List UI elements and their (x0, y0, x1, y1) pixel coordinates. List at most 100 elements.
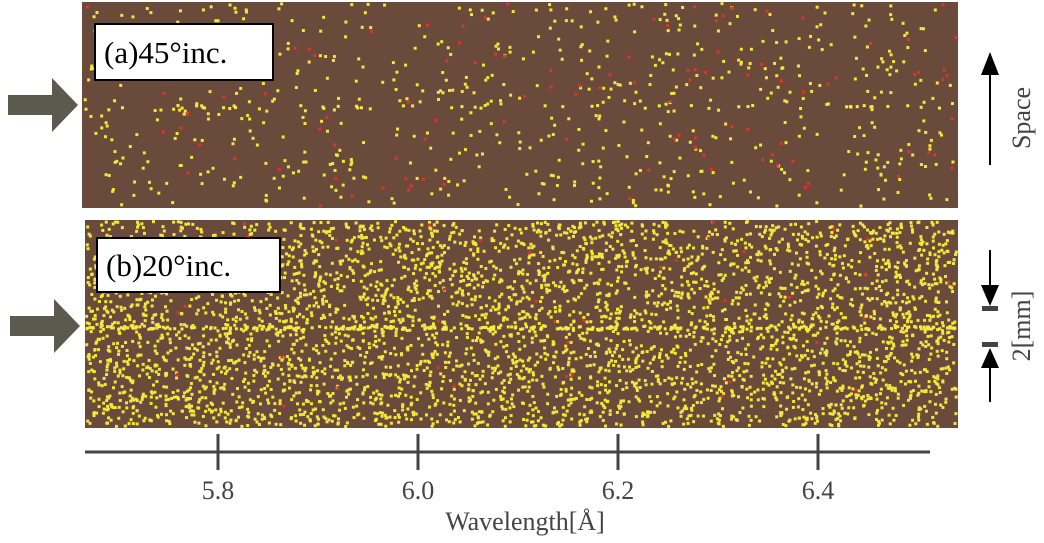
speckle (834, 234, 838, 238)
speckle (605, 54, 609, 58)
speckle (380, 357, 384, 361)
speckle (936, 377, 940, 381)
speckle (856, 352, 860, 356)
speckle (478, 129, 482, 133)
speckle (299, 380, 303, 384)
speckle (476, 361, 480, 365)
speckle (93, 348, 97, 352)
speckle (602, 314, 606, 318)
speckle (160, 333, 164, 337)
speckle (791, 291, 795, 295)
speckle (604, 368, 608, 372)
speckle (481, 374, 485, 378)
speckle (115, 364, 119, 368)
speckle (111, 189, 115, 193)
speckle (103, 307, 107, 311)
speckle (443, 327, 447, 331)
speckle (464, 352, 468, 356)
speckle (495, 223, 499, 227)
speckle (672, 109, 676, 113)
speckle (614, 256, 618, 260)
speckle (110, 403, 114, 407)
speckle (732, 361, 736, 365)
speckle (406, 380, 410, 384)
speckle (337, 96, 341, 100)
speckle (374, 375, 378, 379)
speckle (179, 225, 183, 229)
speckle (721, 334, 725, 338)
speckle (596, 104, 600, 108)
speckle (635, 356, 639, 360)
speckle (490, 73, 494, 77)
speckle (105, 373, 109, 377)
speckle (515, 300, 519, 304)
speckle (696, 414, 700, 418)
speckle (937, 230, 941, 234)
speckle (765, 275, 769, 279)
speckle (658, 270, 662, 274)
speckle (608, 412, 612, 416)
speckle (769, 91, 773, 95)
speckle (422, 177, 426, 181)
speckle (688, 262, 692, 266)
speckle (609, 87, 613, 91)
speckle (778, 361, 782, 365)
speckle (419, 359, 423, 363)
speckle (490, 366, 494, 370)
speckle (285, 252, 289, 256)
speckle (611, 221, 615, 225)
speckle (198, 341, 202, 345)
speckle (660, 359, 664, 363)
speckle (801, 408, 805, 412)
speckle (442, 244, 446, 248)
speckle (689, 406, 693, 410)
speckle (933, 282, 937, 286)
speckle (303, 423, 307, 427)
speckle (760, 62, 764, 66)
speckle (488, 260, 492, 264)
speckle (869, 397, 873, 401)
speckle (188, 304, 192, 308)
speckle (351, 360, 355, 364)
speckle (817, 38, 821, 42)
speckle (570, 278, 574, 282)
speckle (303, 249, 307, 253)
speckle (725, 317, 729, 321)
speckle (730, 329, 734, 333)
speckle (413, 266, 417, 270)
speckle (312, 289, 316, 293)
speckle (167, 419, 171, 423)
speckle (113, 366, 117, 370)
speckle (293, 380, 297, 384)
speckle (862, 134, 866, 138)
speckle (300, 328, 304, 332)
speckle (693, 24, 697, 28)
speckle (947, 340, 951, 344)
speckle (89, 67, 93, 71)
speckle (377, 338, 381, 342)
speckle (577, 148, 581, 152)
speckle (281, 174, 285, 178)
speckle (509, 333, 513, 337)
speckle (428, 289, 432, 293)
speckle (113, 369, 117, 373)
speckle (183, 391, 187, 395)
speckle (514, 262, 518, 266)
speckle (412, 272, 416, 276)
speckle (735, 339, 739, 343)
speckle (883, 300, 887, 304)
speckle (355, 404, 359, 408)
speckle (127, 357, 131, 361)
speckle (348, 168, 352, 172)
speckle (826, 243, 830, 247)
speckle (676, 345, 680, 349)
speckle (427, 265, 431, 269)
speckle (553, 19, 557, 23)
speckle (214, 19, 218, 23)
speckle (893, 356, 897, 360)
speckle (470, 303, 474, 307)
speckle (510, 402, 514, 406)
speckle (429, 262, 433, 266)
speckle (430, 315, 434, 319)
speckle (954, 412, 958, 416)
